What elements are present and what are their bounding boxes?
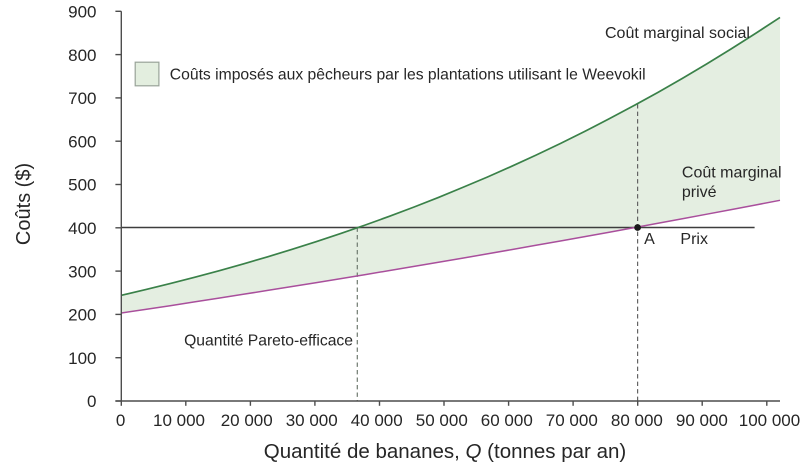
svg-text:20 000: 20 000: [221, 411, 273, 430]
svg-text:Coûts imposés aux pêcheurs par: Coûts imposés aux pêcheurs par les plant…: [170, 67, 646, 84]
svg-text:0: 0: [116, 411, 125, 430]
svg-text:40 000: 40 000: [351, 411, 403, 430]
svg-text:Quantité Pareto-efficace: Quantité Pareto-efficace: [184, 332, 353, 349]
svg-text:500: 500: [68, 176, 96, 195]
svg-text:Coût marginal: Coût marginal: [682, 164, 782, 181]
svg-text:80 000: 80 000: [611, 411, 663, 430]
svg-text:70 000: 70 000: [546, 411, 598, 430]
svg-text:A: A: [644, 231, 655, 248]
svg-text:200: 200: [68, 306, 96, 325]
svg-text:100: 100: [68, 349, 96, 368]
svg-text:30 000: 30 000: [286, 411, 338, 430]
svg-text:400: 400: [68, 219, 96, 238]
svg-text:10 000: 10 000: [153, 411, 205, 430]
svg-text:100 000: 100 000: [739, 411, 800, 430]
svg-text:0: 0: [87, 392, 96, 411]
svg-text:600: 600: [68, 132, 96, 151]
svg-text:700: 700: [68, 89, 96, 108]
svg-text:Coûts ($): Coûts ($): [13, 163, 35, 245]
svg-text:Prix: Prix: [680, 231, 708, 248]
svg-text:Quantité de bananes, Q (tonnes: Quantité de bananes, Q (tonnes par an): [264, 440, 626, 463]
svg-text:50 000: 50 000: [416, 411, 468, 430]
svg-text:90 000: 90 000: [676, 411, 728, 430]
svg-text:800: 800: [68, 46, 96, 65]
svg-text:900: 900: [68, 3, 96, 22]
svg-text:privé: privé: [682, 184, 717, 201]
svg-text:Coût marginal social: Coût marginal social: [605, 25, 750, 42]
svg-text:60 000: 60 000: [481, 411, 533, 430]
svg-text:300: 300: [68, 262, 96, 281]
